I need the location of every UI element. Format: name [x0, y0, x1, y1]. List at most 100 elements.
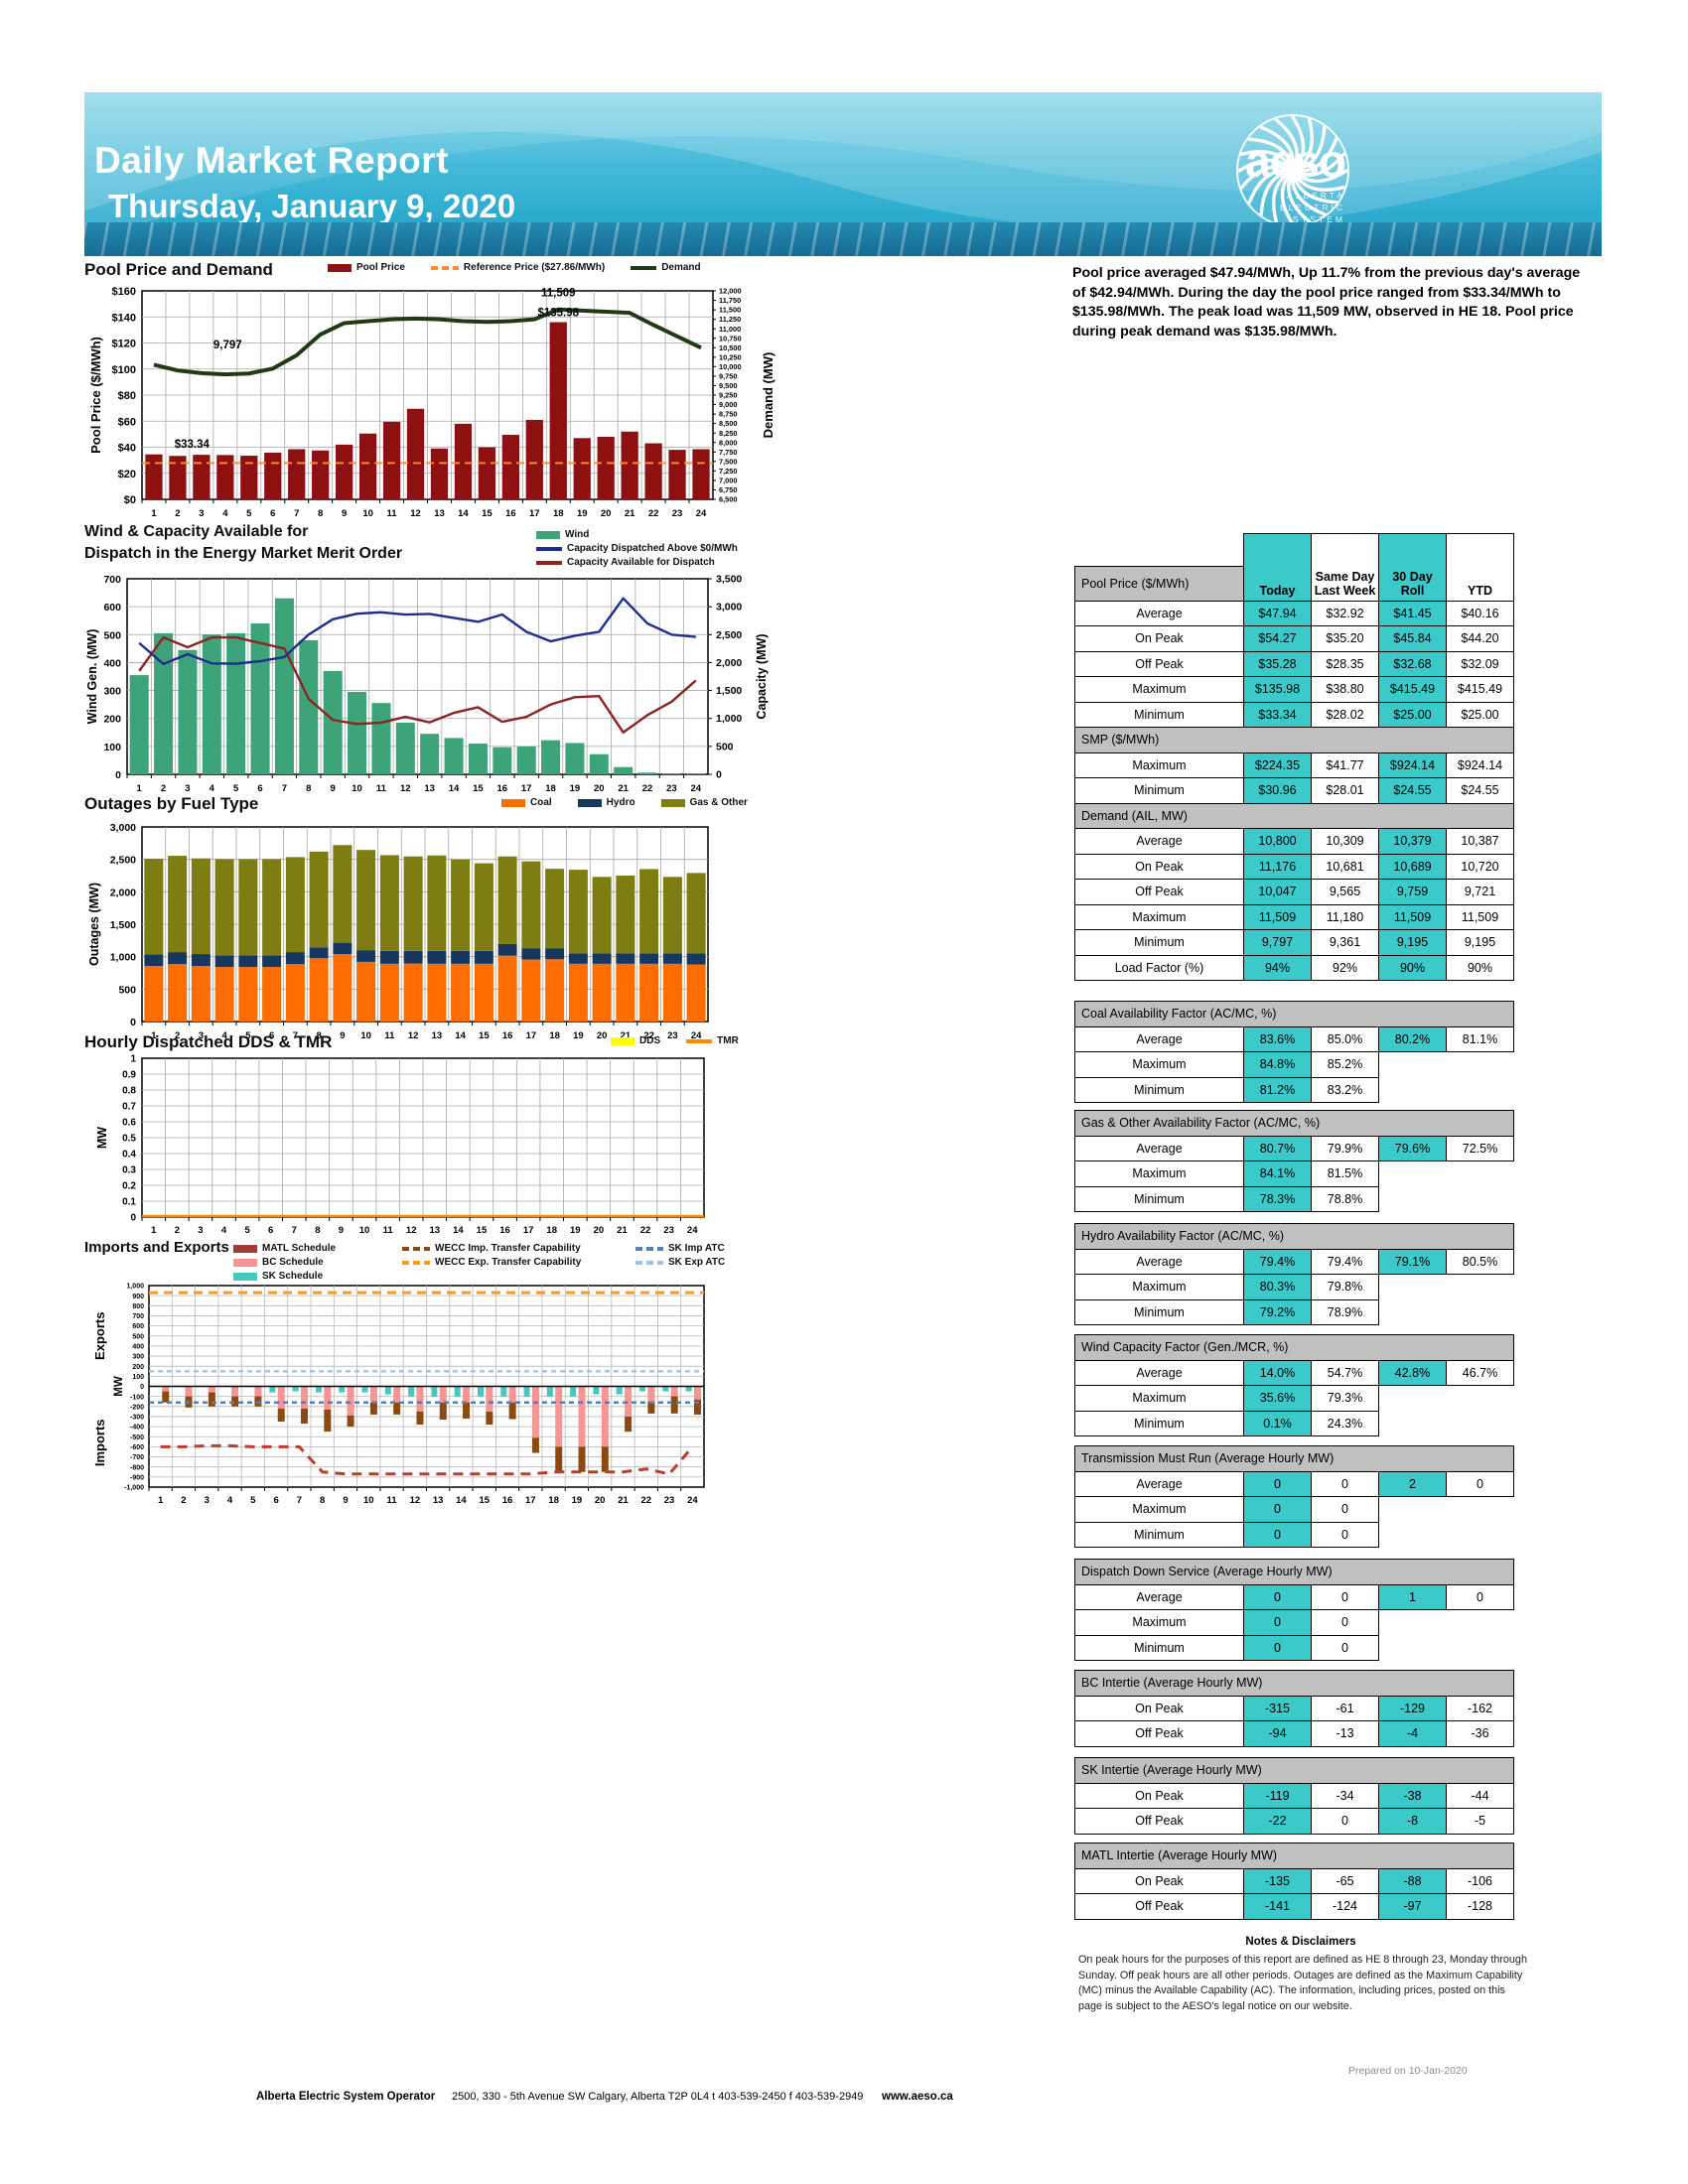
decorative: Minimum — [1074, 1410, 1244, 1436]
decorative: 12 — [406, 1225, 417, 1236]
matl-schedule-bar — [693, 1399, 701, 1415]
legend-swatch-bar-icon — [611, 1036, 634, 1045]
decorative — [323, 670, 343, 774]
value-cell: 54.7% — [1311, 1359, 1379, 1386]
sk-schedule-bar — [361, 1386, 368, 1393]
value-cell: 84.1% — [1243, 1160, 1312, 1187]
value-cell: 85.0% — [1311, 1025, 1379, 1052]
outage-bar-segment — [686, 873, 706, 954]
decorative — [420, 734, 440, 774]
value-cell: 0 — [1311, 1808, 1379, 1835]
legend-item: Wind — [536, 529, 589, 540]
empty-cell — [1447, 1610, 1514, 1636]
table-row: Average 14.0% 54.7% 42.8% 46.7% — [1074, 1359, 1514, 1386]
value-cell: 0.1% — [1243, 1410, 1312, 1436]
empty-cell — [1447, 1299, 1514, 1325]
outage-bar-segment — [356, 950, 376, 962]
decorative: 8,000 — [719, 438, 738, 447]
bc-schedule-bar — [254, 1386, 262, 1397]
decorative: 11 — [376, 783, 387, 794]
matl-schedule-bar — [301, 1408, 309, 1425]
value-cell: $38.80 — [1311, 676, 1379, 703]
outages-chart-legend: Coal Hydro Gas & Other — [501, 797, 774, 811]
prepared-on: Prepared on 10-Jan-2020 — [1348, 2065, 1468, 2077]
decorative: 24 — [696, 508, 707, 519]
bc-schedule-bar — [162, 1386, 170, 1392]
decorative — [525, 419, 543, 499]
decorative: 0 — [716, 769, 722, 781]
value-cell: -8 — [1378, 1808, 1447, 1835]
decorative: 19 — [570, 1225, 581, 1236]
decorative: Maximum — [1074, 903, 1244, 930]
table-row: Off Peak $35.28 $28.35 $32.68 $32.09 — [1074, 650, 1514, 677]
sk-schedule-bar — [546, 1386, 553, 1397]
decorative: 100 — [103, 742, 121, 753]
legend-item: Capacity Available for Dispatch — [536, 557, 715, 568]
decorative: 8 — [318, 508, 323, 519]
outage-bar-segment — [379, 963, 399, 1022]
value-cell: -34 — [1311, 1782, 1379, 1809]
table-row: Maximum $135.98 $38.80 $415.49 $415.49 — [1074, 676, 1514, 703]
decorative: -300 — [130, 1415, 144, 1422]
decorative: Wind Gen. (MW) — [85, 629, 99, 725]
decorative: 4 — [221, 1030, 227, 1041]
outage-bar-segment — [686, 964, 706, 1022]
bc-schedule-bar — [508, 1386, 516, 1403]
value-cell: -119 — [1243, 1782, 1312, 1809]
decorative: 9 — [331, 783, 336, 794]
sk-schedule-bar — [269, 1386, 276, 1393]
decorative — [644, 443, 662, 499]
table-row: Minimum 0 0 — [1074, 1634, 1514, 1661]
decorative: 800 — [132, 1303, 144, 1310]
value-cell: 79.3% — [1311, 1385, 1379, 1412]
decorative: -200 — [130, 1404, 144, 1411]
outage-bar-segment — [262, 955, 282, 968]
notes-title: Notes & Disclaimers — [1245, 1936, 1356, 1948]
decorative: 1 — [137, 783, 143, 794]
decorative: 13 — [424, 783, 435, 794]
decorative: 10,000 — [719, 362, 742, 371]
table-row: On Peak 11,176 10,681 10,689 10,720 — [1074, 853, 1514, 880]
value-cell: $35.20 — [1311, 625, 1379, 652]
decorative: SMP ($/MWh) — [1074, 727, 1514, 753]
value-cell: -88 — [1378, 1867, 1447, 1894]
value-cell: 2 — [1378, 1470, 1447, 1497]
header-banner: Daily Market Report Thursday, January 9,… — [84, 92, 1602, 256]
decorative: 20 — [594, 1225, 605, 1236]
decorative: 1,000 — [126, 1284, 144, 1291]
legend-swatch-bar-icon — [233, 1272, 257, 1281]
legend-swatch-line-icon — [536, 546, 562, 551]
empty-cell — [1379, 1610, 1447, 1636]
value-cell: $135.98 — [1243, 676, 1312, 703]
decorative: 18 — [545, 783, 556, 794]
matl-schedule-bar — [625, 1416, 633, 1433]
value-cell: 9,565 — [1311, 879, 1379, 905]
decorative — [573, 438, 591, 499]
wecc-imp-line — [160, 1443, 694, 1476]
decorative: 5 — [250, 1495, 256, 1506]
decorative: 9 — [342, 508, 347, 519]
decorative: $120 — [112, 339, 136, 350]
decorative — [589, 753, 609, 774]
decorative — [686, 773, 706, 774]
decorative — [216, 455, 234, 499]
wind-chart-title: Wind & Capacity Available for Dispatch i… — [84, 521, 402, 565]
sk-schedule-bar — [523, 1386, 530, 1397]
decorative: 9 — [339, 1225, 344, 1236]
decorative: Average — [1074, 600, 1244, 626]
outage-bar-segment — [262, 859, 282, 956]
decorative — [312, 450, 330, 499]
footer-org: Alberta Electric System Operator — [256, 2091, 436, 2103]
decorative — [371, 703, 391, 774]
value-cell: 0 — [1311, 1583, 1379, 1610]
sk-schedule-bar — [478, 1386, 485, 1397]
table-row: Minimum 78.3% 78.8% — [1074, 1185, 1514, 1212]
decorative: Minimum — [1074, 777, 1244, 804]
decorative: 9,500 — [719, 381, 738, 390]
outage-bar-segment — [168, 952, 188, 965]
outage-bar-segment — [662, 953, 682, 964]
decorative: 300 — [103, 686, 121, 698]
value-cell: 79.9% — [1311, 1135, 1379, 1161]
decorative: 19 — [577, 508, 588, 519]
decorative: 11,500 — [719, 306, 741, 315]
